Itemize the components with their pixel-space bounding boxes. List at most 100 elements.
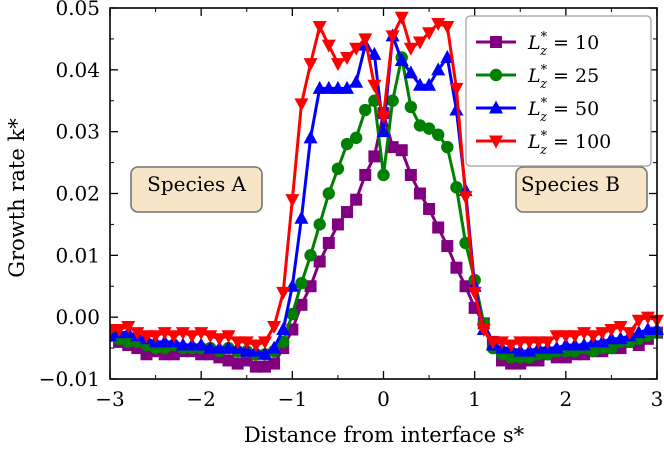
data-point [358,33,373,47]
legend-label: L* z = 10 [527,30,599,59]
data-point [166,330,181,344]
y-tick-label: 0.04 [55,58,100,82]
data-point [222,354,235,367]
data-point [340,80,355,94]
legend-label: L* z = 50 [527,96,599,125]
data-point [322,187,335,200]
data-point [268,357,281,370]
data-point [239,343,254,357]
data-point [385,30,400,44]
y-tick-label: 0.05 [55,0,100,20]
data-point [531,336,546,350]
data-point [140,348,153,361]
data-point [567,337,582,351]
data-point [349,42,364,56]
data-point [640,322,655,336]
x-tick-label: −3 [95,387,124,411]
data-point [276,322,291,336]
data-point [294,98,309,112]
data-point [221,330,236,344]
data-point [394,11,409,25]
y-tick-label: −0.01 [39,367,100,391]
annotation-layer: Species A Species B [130,166,648,213]
species-b-label: Species B [521,172,620,196]
data-point [230,336,245,350]
data-point [450,261,463,274]
data-point [212,333,227,347]
data-point [267,340,282,354]
species-a-label: Species A [147,172,246,196]
data-point [185,337,200,351]
data-point [441,240,454,253]
data-point [349,131,363,145]
data-point [432,128,445,141]
data-point [432,221,445,234]
data-point [549,330,564,344]
data-point [412,36,427,50]
data-point [312,80,327,94]
x-tick-label: 2 [559,387,572,411]
data-point [422,77,437,91]
data-point [368,150,381,163]
data-point [295,298,308,311]
data-point [404,168,417,181]
data-point [513,336,528,350]
data-point [422,27,437,41]
y-tick-label: 0.02 [55,182,100,206]
y-tick-label: 0.01 [55,243,100,267]
data-point [467,286,482,300]
series-4 [110,11,664,353]
data-point [276,286,291,300]
data-point [285,194,300,208]
y-tick-label: 0.00 [55,305,100,329]
legend-marker [489,68,503,82]
data-point [221,340,236,354]
data-point [504,351,518,364]
data-point [322,236,335,249]
data-point [412,77,427,91]
data-point [441,140,454,154]
data-point [267,320,282,334]
data-point [112,324,127,338]
data-point [485,336,500,350]
data-point [257,346,272,360]
data-point [440,21,455,35]
data-point [558,337,573,351]
legend-entry: L* z = 50 [476,96,599,125]
legend-marker [490,36,502,48]
x-tick-label: 0 [377,387,390,411]
data-point [330,58,345,72]
legend: L* z = 10 L* z = 25 L* z = 50 L* z = 100 [465,15,652,167]
data-point [558,330,573,344]
data-point [450,181,463,194]
legend-entry: L* z = 25 [476,63,599,92]
data-point [303,58,318,72]
legend-marker [489,100,503,114]
legend-label: L* z = 25 [527,63,599,92]
species-a-box: Species A [130,166,263,213]
legend-frame [465,15,652,167]
data-point [631,314,646,328]
data-point [540,336,555,350]
data-point [476,324,491,338]
axes-layer: −3 −2 −1 0 1 2 3 −0.01 0.00 0.01 0.02 0.03 0.04 0.05 [39,0,664,411]
data-point [359,103,372,117]
data-point [458,191,473,205]
data-point [613,320,628,334]
series-layer [110,11,664,373]
data-point [386,141,399,154]
data-point [294,210,309,224]
data-point [431,62,446,76]
y-tick-label: 0.03 [55,120,100,144]
data-point [295,276,308,290]
data-point [413,187,426,200]
data-point [321,80,336,94]
data-point [377,168,390,182]
data-point [359,168,372,181]
data-point [312,21,327,35]
data-point [341,206,354,219]
x-axis-label: Distance from interface s* [244,423,525,447]
data-point [121,320,136,334]
data-point [403,42,418,56]
data-point [167,348,180,361]
